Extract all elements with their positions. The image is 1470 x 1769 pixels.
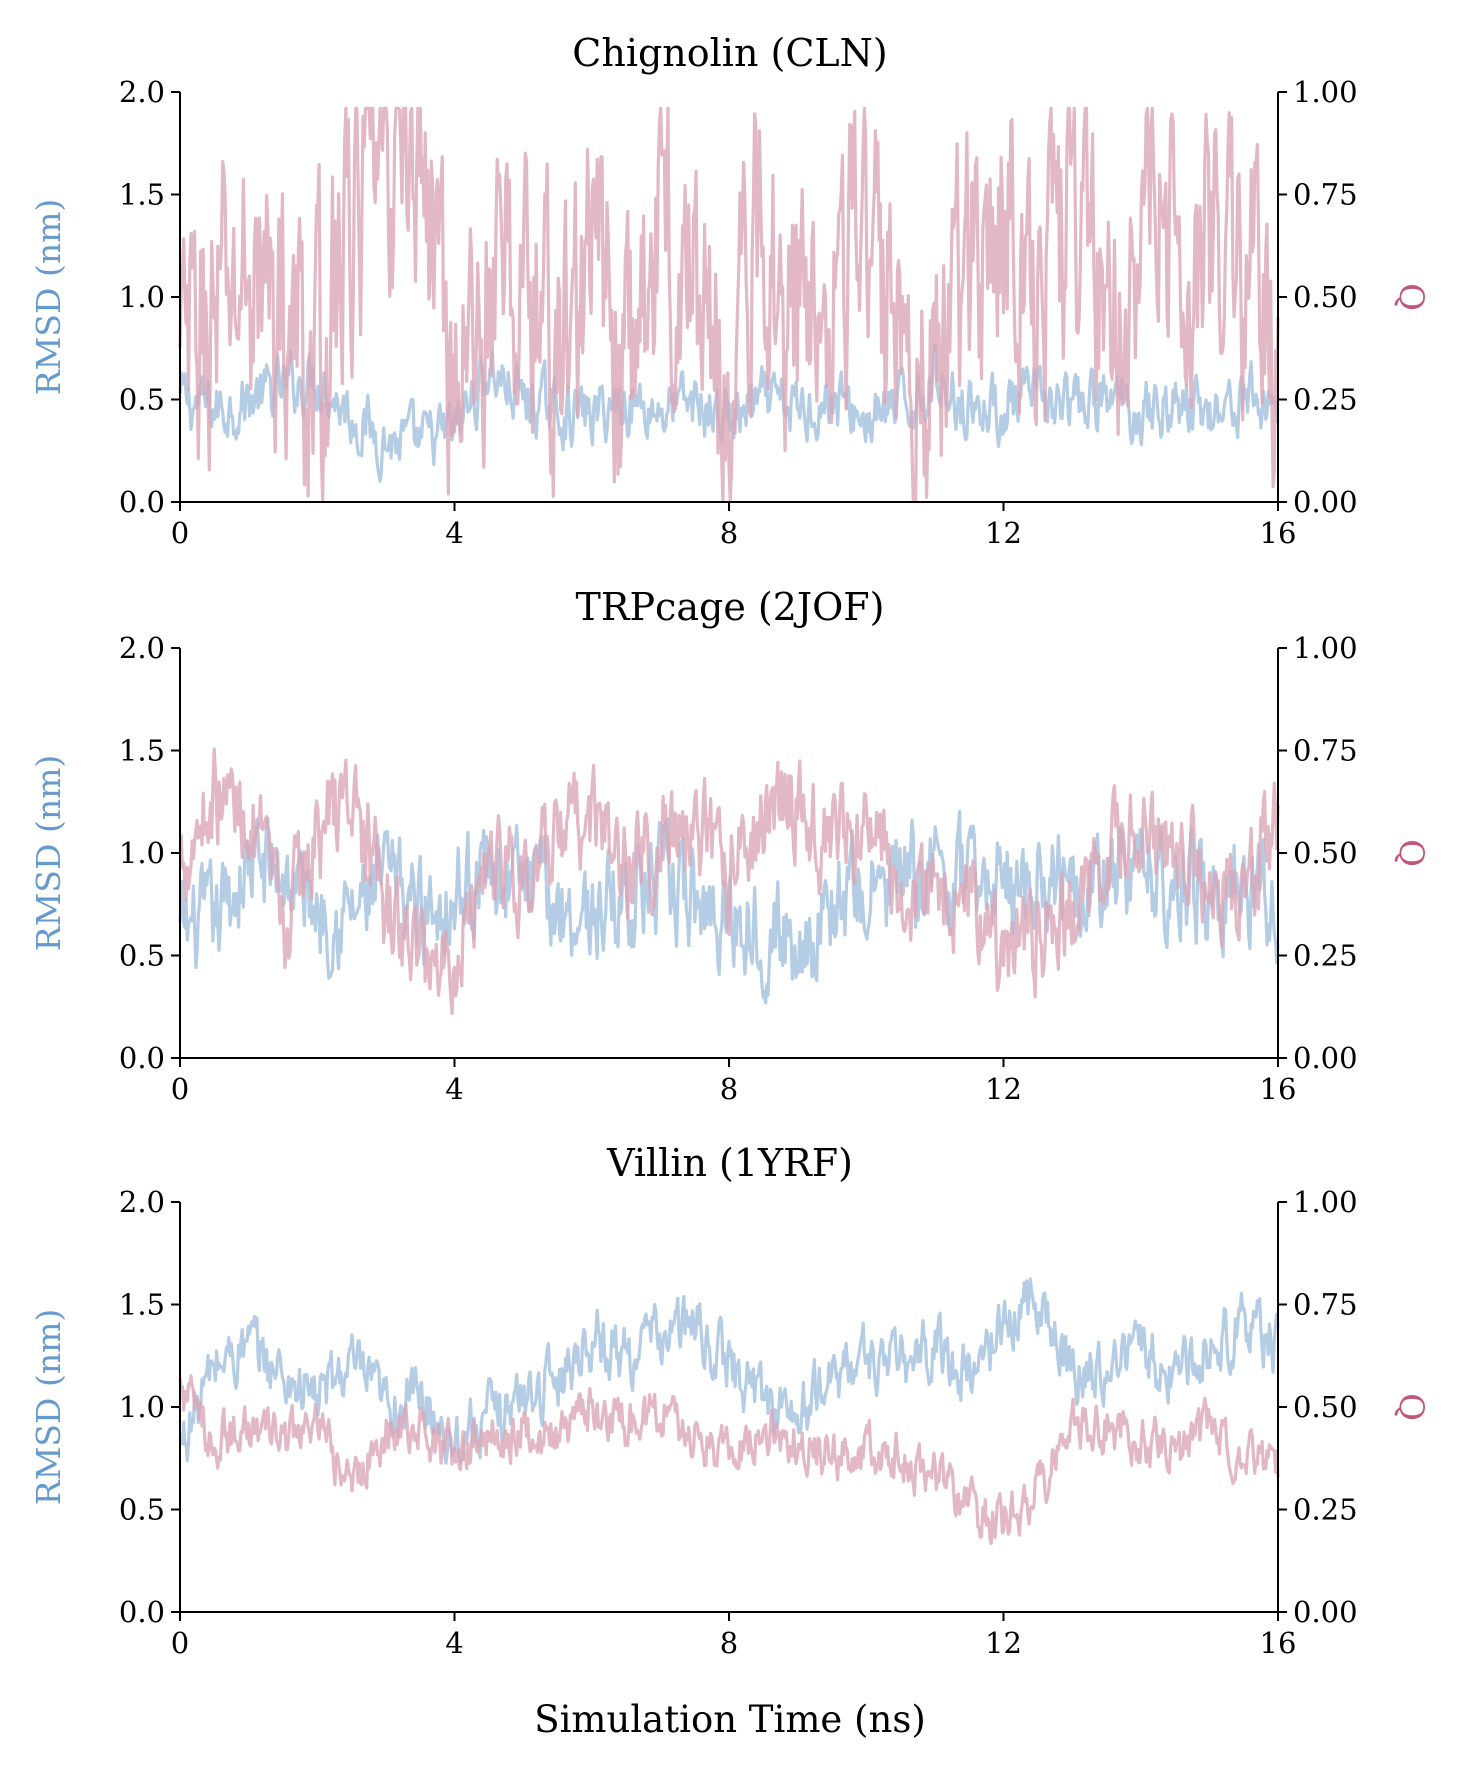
ticks: 0 4 8 12 16 0.0 0.5 1.0 1.5 2.0 0.00 0.25 0.50 0.75 1.…	[119, 75, 1358, 550]
y-tick-label-left: 0.0	[119, 1041, 165, 1075]
x-tick-label: 8	[720, 1626, 738, 1660]
series-line-q	[178, 106, 1280, 502]
series-line-q	[178, 1374, 1280, 1546]
y-tick-label-left: 1.5	[119, 178, 165, 212]
y-axis-label-left: RMSD (nm)	[29, 1309, 68, 1506]
x-tick-label: 12	[985, 516, 1022, 550]
x-tick-label: 16	[1260, 1626, 1297, 1660]
y-axis-label-right: Q	[1391, 283, 1431, 311]
plot-area	[178, 747, 1280, 1016]
x-tick-label: 0	[171, 1626, 189, 1660]
y-axis-label-right: Q	[1391, 839, 1431, 867]
y-tick-label-left: 1.0	[119, 280, 165, 314]
panel-villin: Villin (1YRF) 0 4 8 12 16 0.0 0.5 1.0 1.5 2.0 0.00…	[29, 1141, 1431, 1741]
y-tick-label-right: 0.00	[1293, 485, 1358, 519]
y-tick-label-left: 0.0	[119, 1595, 165, 1629]
y-tick-label-right: 0.50	[1293, 836, 1358, 870]
y-tick-label-right: 1.00	[1293, 1185, 1358, 1219]
series-line-rmsd	[178, 1277, 1280, 1465]
y-axis-label-left: RMSD (nm)	[29, 755, 68, 952]
y-tick-label-right: 1.00	[1293, 631, 1358, 665]
y-tick-label-right: 0.00	[1293, 1595, 1358, 1629]
x-tick-label: 8	[720, 1072, 738, 1106]
y-tick-label-right: 0.25	[1293, 1493, 1358, 1527]
y-tick-label-left: 1.5	[119, 1288, 165, 1322]
axes	[179, 1202, 1279, 1613]
panel-title: Chignolin (CLN)	[572, 31, 887, 75]
y-tick-label-left: 0.5	[119, 383, 165, 417]
y-tick-label-right: 0.75	[1293, 1288, 1358, 1322]
x-tick-label: 16	[1260, 1072, 1297, 1106]
x-tick-label: 0	[171, 516, 189, 550]
y-tick-label-left: 1.0	[119, 836, 165, 870]
y-tick-label-left: 0.5	[119, 939, 165, 973]
y-tick-label-left: 2.0	[119, 1185, 165, 1219]
panel-trpcage: TRPcage (2JOF) 0 4 8 12 16 0.0 0.5 1.0 1.5 2.0 0.0…	[29, 585, 1431, 1106]
plot-area	[178, 1277, 1280, 1546]
plot-area	[178, 106, 1280, 502]
y-tick-label-right: 0.50	[1293, 280, 1358, 314]
y-tick-label-left: 1.5	[119, 734, 165, 768]
x-tick-label: 4	[445, 516, 463, 550]
y-axis-label-right: Q	[1391, 1393, 1431, 1421]
x-tick-label: 0	[171, 1072, 189, 1106]
x-tick-label: 4	[445, 1072, 463, 1106]
y-tick-label-right: 0.50	[1293, 1390, 1358, 1424]
y-tick-label-right: 0.25	[1293, 383, 1358, 417]
x-tick-label: 12	[985, 1626, 1022, 1660]
y-tick-label-left: 0.0	[119, 485, 165, 519]
y-tick-label-left: 2.0	[119, 631, 165, 665]
x-tick-label: 16	[1260, 516, 1297, 550]
x-axis-label: Simulation Time (ns)	[534, 1698, 926, 1741]
y-tick-label-right: 0.00	[1293, 1041, 1358, 1075]
y-tick-label-right: 0.75	[1293, 178, 1358, 212]
ticks: 0 4 8 12 16 0.0 0.5 1.0 1.5 2.0 0.00 0.25 0.50 0.75 1.…	[119, 1185, 1358, 1660]
x-tick-label: 12	[985, 1072, 1022, 1106]
y-tick-label-left: 2.0	[119, 75, 165, 109]
y-tick-label-left: 0.5	[119, 1493, 165, 1527]
panel-title: TRPcage (2JOF)	[576, 585, 885, 629]
y-tick-label-right: 0.75	[1293, 734, 1358, 768]
panel-title: Villin (1YRF)	[606, 1141, 853, 1185]
panel-chignolin: Chignolin (CLN) 0 4 8 12 16 0.0 0.5 1.0 1.5 2.0 0.…	[29, 31, 1431, 550]
y-axis-label-left: RMSD (nm)	[29, 199, 68, 396]
y-tick-label-right: 1.00	[1293, 75, 1358, 109]
x-tick-label: 8	[720, 516, 738, 550]
series-line-q	[178, 747, 1280, 1016]
y-tick-label-right: 0.25	[1293, 939, 1358, 973]
y-tick-label-left: 1.0	[119, 1390, 165, 1424]
ticks: 0 4 8 12 16 0.0 0.5 1.0 1.5 2.0 0.00 0.25 0.50 0.75 1.…	[119, 631, 1358, 1106]
x-tick-label: 4	[445, 1626, 463, 1660]
